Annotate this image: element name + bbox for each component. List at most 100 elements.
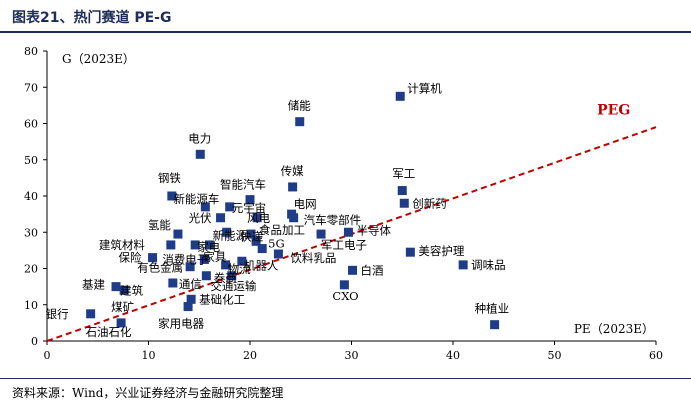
data-point [399,198,409,208]
data-point [166,240,176,250]
y-tick-label: 20 [24,263,38,276]
data-point [405,247,415,257]
data-point-label: 新能源 [213,228,248,242]
data-point [295,117,305,127]
data-point [348,265,358,275]
x-axis-title: PE（2023E） [574,322,654,336]
data-point [273,249,283,259]
data-point-label: 储能 [288,99,311,113]
data-point-label: 家用电器 [158,317,204,331]
data-point-label: 券商 [214,271,237,285]
data-point-label: 光伏 [189,211,212,225]
x-tick-label: 30 [345,349,359,362]
data-point [227,271,237,281]
data-point-label: 氢能 [148,218,171,232]
x-tick-label: 50 [548,349,562,362]
x-tick-label: 0 [44,349,51,362]
data-point [111,282,121,292]
data-point [204,240,214,250]
y-tick-label: 10 [24,299,38,312]
data-point [216,213,226,223]
data-point-label: 通信 [179,277,202,291]
data-point-label: 电力 [188,131,211,145]
data-point [458,260,468,270]
y-tick-label: 80 [24,45,38,58]
x-tick-label: 40 [446,349,460,362]
data-point-label: 计算机 [407,81,442,95]
data-point-label: 饮料乳品 [290,251,336,265]
data-point [245,195,255,205]
data-point-label: 机器人 [244,258,279,272]
data-point [221,260,231,270]
data-point-label: 军工电子 [321,238,367,252]
data-point-label: 钢铁 [158,171,181,185]
data-point-label: 煤矿 [111,300,134,314]
y-axis-title: G（2023E） [62,52,135,66]
peg-label: PEG [597,102,630,118]
data-point-label: 交通运输 [210,279,256,293]
data-point [201,271,211,281]
data-point-label: 创新药 [412,196,447,210]
data-point [252,213,262,223]
data-point-label: 建筑 [120,283,143,297]
data-point-label: 食品加工 [259,223,305,237]
data-point [199,254,209,264]
data-point-label: 电网 [294,197,317,211]
data-point [343,227,353,237]
data-point [395,91,405,101]
data-point [86,309,96,319]
data-point-label: 白酒 [361,263,384,277]
data-point [288,182,298,192]
data-point-label: 汽车零部件 [304,213,362,227]
chart-title-bar: 图表21、热门赛道 PE-G [0,0,691,32]
data-point-label: 石油石化 [86,325,132,339]
scatter-chart: 0 10 20 30 40 50 60 70 80 0 10 20 30 40 50 60 G（2023E） PE… [24,45,663,362]
data-point [339,280,349,290]
y-tick-label: 60 [24,118,38,131]
y-tick-label: 50 [24,154,38,167]
data-point [257,244,267,254]
data-point [186,294,196,304]
data-point-label: 军工 [392,167,415,181]
top-rule [0,31,691,33]
data-point-label: 物流 [228,262,251,276]
data-point [119,285,129,295]
data-point [246,229,256,239]
y-tick-label: 30 [24,226,38,239]
y-tick-label: 70 [24,81,38,94]
data-point [237,256,247,266]
data-point [289,213,299,223]
data-point [397,186,407,196]
data-point-label: 元宇宙 [232,201,267,215]
data-point-label: 美容护理 [418,244,464,258]
data-point [225,202,235,212]
x-tick-label: 60 [649,349,663,362]
x-tick-label: 10 [142,349,156,362]
data-point [116,318,126,328]
data-point [200,202,210,212]
data-point-label: 智能汽车 [220,178,266,192]
data-point [195,149,205,159]
y-tick-label: 40 [24,190,38,203]
data-point [168,278,178,288]
data-point-label: 建筑材料 [99,238,145,252]
chart-marks: PEG [46,91,657,342]
y-tick-label: 0 [31,335,38,348]
data-point-label: 5G [268,237,285,251]
data-point [251,236,261,246]
data-point-label: 家具 [203,250,226,264]
bottom-rule [0,378,691,379]
data-point-label: 新能源车 [173,192,219,206]
data-point [173,229,183,239]
data-point [185,262,195,272]
data-point-label: 调味品 [471,258,506,272]
axes: 0 10 20 30 40 50 60 70 80 0 10 20 30 40 50 60 G（2023E） PE… [24,45,663,362]
data-point [222,227,232,237]
data-point-label: 银行 [46,307,69,321]
data-point [490,320,500,330]
data-point-label: 半导体 [356,223,391,237]
data-point [148,253,158,263]
data-point-label: 消费电子 [162,252,208,266]
data-point-label: 传媒 [281,164,304,178]
